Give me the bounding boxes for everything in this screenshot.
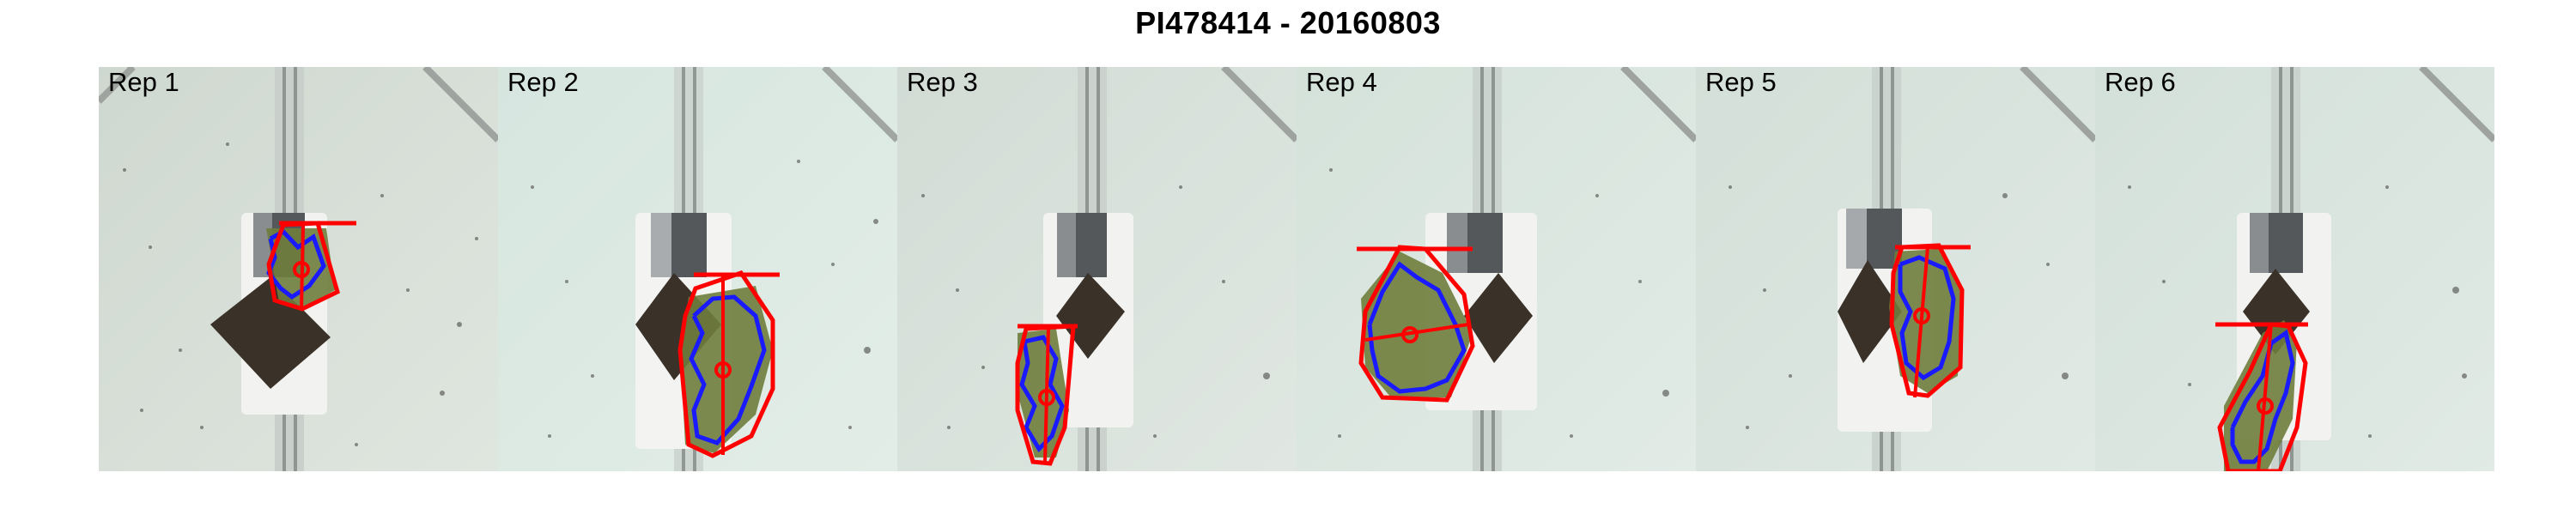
- rep-label: Rep 2: [507, 67, 579, 97]
- plant-image: [99, 67, 498, 471]
- panel-rep-2: Rep 2: [498, 67, 897, 471]
- rep-label: Rep 6: [2105, 67, 2176, 97]
- rep-label: Rep 3: [907, 67, 978, 97]
- plant-image: [1297, 67, 1696, 471]
- image-strip: Rep 1: [99, 67, 2494, 471]
- figure-title: PI478414 - 20160803: [1135, 5, 1441, 40]
- rep-label: Rep 5: [1705, 67, 1777, 97]
- panel-rep-3: Rep 3: [897, 67, 1297, 471]
- rep-label: Rep 1: [108, 67, 179, 97]
- panel-rep-1: Rep 1: [99, 67, 498, 471]
- panel-rep-4: Rep 4: [1297, 67, 1696, 471]
- plant-image: [2095, 67, 2494, 471]
- rep-label: Rep 4: [1306, 67, 1377, 97]
- plant-image: [897, 67, 1297, 471]
- plant-image: [1696, 67, 2095, 471]
- plant-image: [498, 67, 897, 471]
- panel-rep-5: Rep 5: [1696, 67, 2095, 471]
- panel-rep-6: Rep 6: [2095, 67, 2494, 471]
